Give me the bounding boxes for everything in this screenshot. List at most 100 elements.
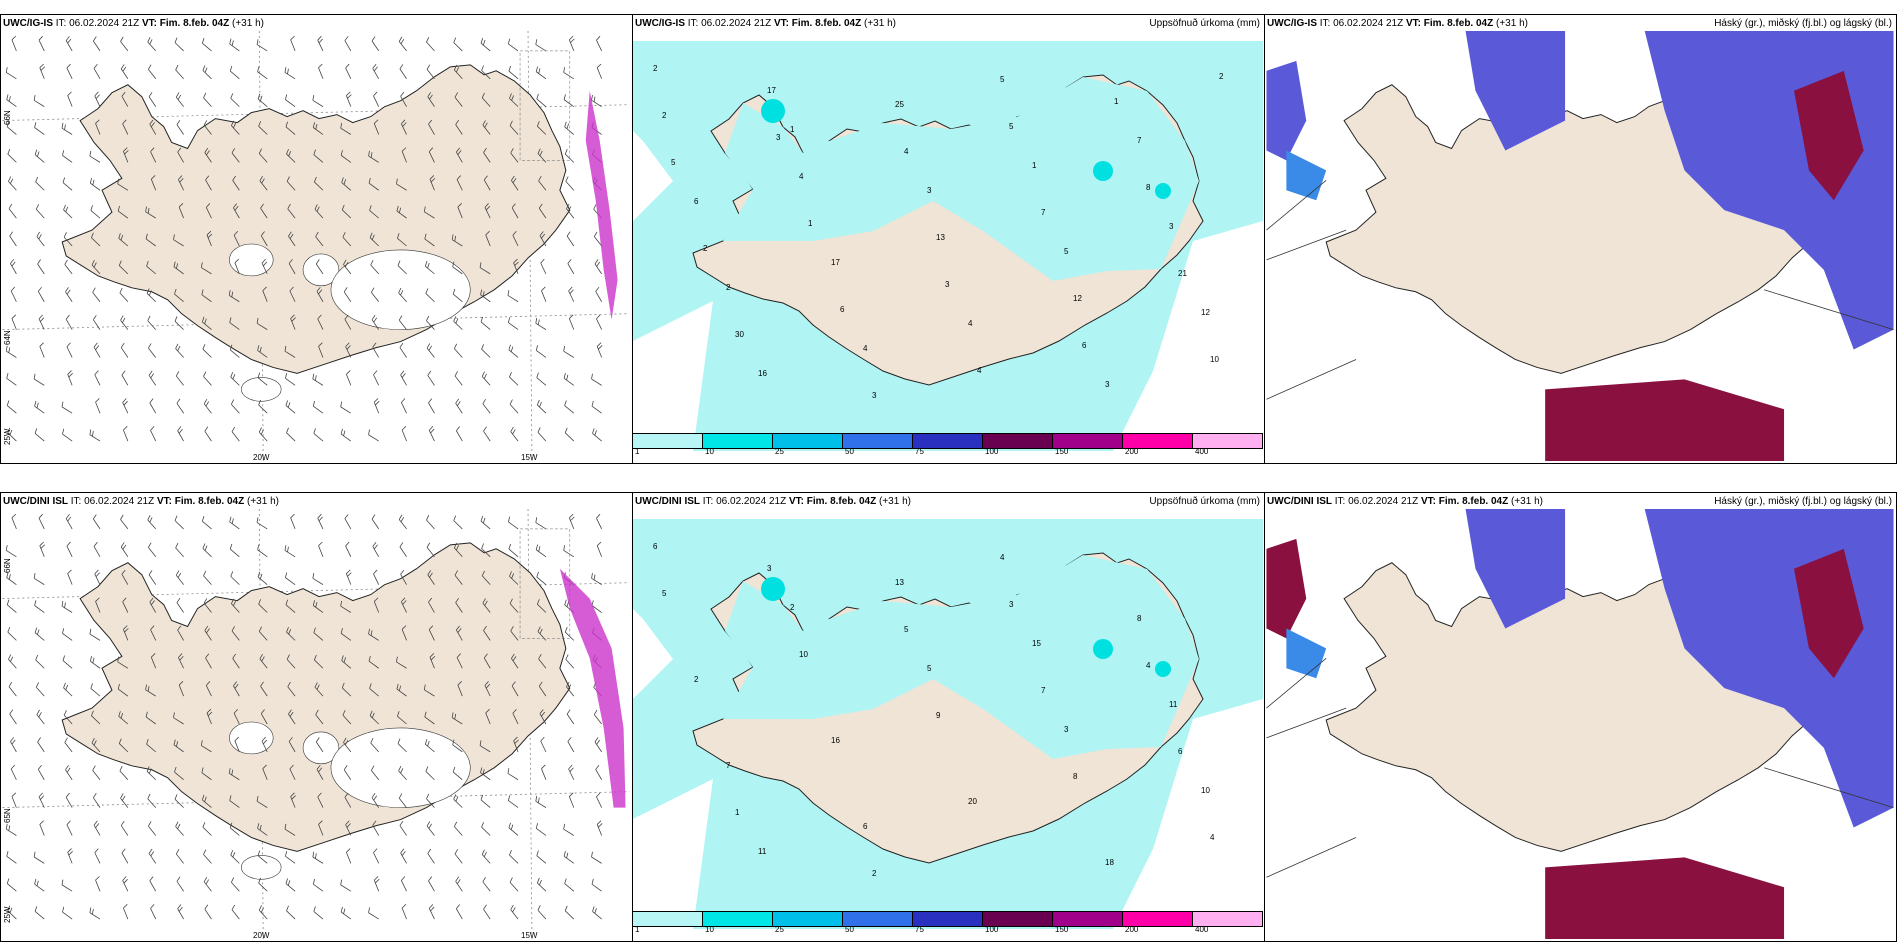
wind-barb <box>286 905 296 920</box>
wind-barb <box>535 544 547 558</box>
wind-barb <box>398 36 407 52</box>
dry-area <box>1113 221 1263 451</box>
precip-land-area <box>723 555 1199 759</box>
wind-barb <box>286 626 296 641</box>
wind-barb <box>343 737 352 753</box>
wind-barb <box>313 627 324 641</box>
wind-barb <box>568 792 575 808</box>
wind-barb <box>424 260 435 275</box>
wind-barb <box>512 709 519 725</box>
legend-tick-label: 10 <box>705 447 714 456</box>
wind-barb <box>34 122 45 135</box>
it-value: 06.02.2024 21Z <box>84 496 155 507</box>
wind-barb <box>453 37 463 52</box>
wind-barb <box>596 63 603 79</box>
wind-barb <box>117 178 129 191</box>
precip-value-label: 6 <box>1082 341 1087 350</box>
wind-barb <box>345 848 352 864</box>
precip-legend: 1 10 25 50 75 100 150 200 400 <box>633 911 1263 934</box>
precip-land-area <box>723 77 1199 281</box>
wind-barb <box>65 287 73 302</box>
wind-barb <box>482 120 491 135</box>
wind-barb <box>481 65 491 80</box>
wind-barb <box>592 428 602 442</box>
glacier-patch <box>302 253 340 287</box>
wind-barb <box>369 232 379 247</box>
wind-barb <box>423 206 435 219</box>
precip-value-label: 7 <box>1041 686 1046 695</box>
precip-value-label: 3 <box>1169 222 1174 231</box>
cloud-map <box>1266 509 1894 939</box>
wind-barb <box>6 400 17 414</box>
precip-value-label: 5 <box>904 625 909 634</box>
cloud-panel-bottom: UWC/DINI ISL IT: 06.02.2024 21Z VT: Fim.… <box>1264 492 1897 942</box>
wind-barb <box>508 516 519 530</box>
low-cloud-area <box>1794 70 1864 201</box>
wind-barb <box>229 317 240 330</box>
wind-barb <box>173 712 184 725</box>
wind-barb <box>482 598 491 613</box>
wind-barb <box>564 427 575 442</box>
it-label: IT: <box>70 496 82 507</box>
wind-barb <box>203 398 212 414</box>
wind-barb <box>368 150 379 163</box>
wind-barb <box>92 315 101 330</box>
wind-barb <box>508 795 519 808</box>
wind-barb <box>203 876 212 892</box>
wind-barb <box>202 344 212 358</box>
wind-barb <box>370 738 380 753</box>
wind-barb <box>205 681 212 697</box>
dry-area <box>633 609 673 699</box>
it-value: 06.02.2024 21Z <box>701 18 772 29</box>
panel-title: UWC/IG-IS IT: 06.02.2024 21Z VT: Fim. 8.… <box>3 18 264 29</box>
wind-barb <box>341 682 352 697</box>
wind-barb <box>456 653 463 669</box>
wind-barb <box>455 398 463 414</box>
wind-barb <box>313 149 324 163</box>
wind-barb <box>508 38 519 52</box>
wind-barb <box>345 541 352 557</box>
wind-barb <box>398 287 407 303</box>
vt-label: VT: <box>1420 496 1436 507</box>
panel-title: UWC/DINI ISL IT: 06.02.2024 21Z VT: Fim.… <box>635 496 911 507</box>
wind-barb <box>563 94 575 107</box>
wind-barb <box>398 315 407 330</box>
panel-title: UWC/DINI ISL IT: 06.02.2024 21Z VT: Fim.… <box>3 496 279 507</box>
wind-barb <box>568 35 575 52</box>
wind-barb <box>257 372 268 386</box>
wind-barb <box>428 119 435 135</box>
wind-barb <box>539 231 547 247</box>
wind-barb <box>455 876 463 892</box>
wind-barb <box>318 541 324 557</box>
wind-barb <box>34 600 45 613</box>
wind-barb <box>62 906 73 920</box>
wind-barb <box>34 400 45 414</box>
legend-tick-label: 400 <box>1195 447 1209 456</box>
wind-barb <box>397 233 407 247</box>
vt-label: VT: <box>141 18 157 29</box>
legend-swatch <box>913 434 983 448</box>
wind-barb <box>535 823 547 836</box>
wind-barb <box>177 625 184 641</box>
model-name: UWC/DINI ISL <box>3 496 68 507</box>
wind-barb <box>511 653 519 669</box>
wind-barb <box>285 851 296 864</box>
wind-barb <box>537 427 547 442</box>
wind-barb <box>200 262 212 275</box>
wind-barb <box>231 904 240 920</box>
precip-value-label: 2 <box>726 283 731 292</box>
iceland-land <box>61 542 571 852</box>
wind-barb <box>340 879 352 892</box>
wind-barb <box>288 709 296 725</box>
wind-barb <box>62 177 73 191</box>
wind-barb <box>317 35 324 52</box>
wind-barb <box>288 231 296 247</box>
hatched-region <box>519 50 571 161</box>
wind-barb <box>259 654 268 669</box>
front-line <box>1266 229 1347 261</box>
wind-barb <box>566 231 575 247</box>
wind-barb <box>312 400 324 414</box>
wind-barb <box>10 737 17 753</box>
wind-barb <box>92 287 101 302</box>
wind-barb <box>312 373 324 386</box>
